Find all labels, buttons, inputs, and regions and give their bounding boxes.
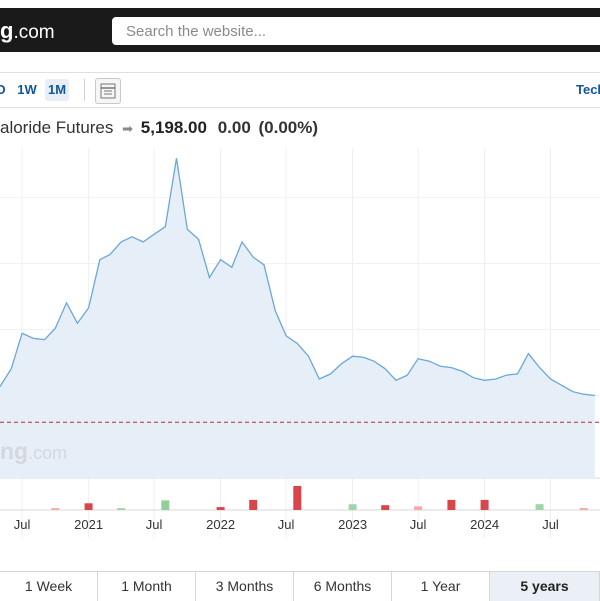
price-chart[interactable]: Jul 2021 Jul 2022 Jul 2023 Jul 2024 Jul (0, 148, 600, 568)
chart-toolbar: D 1W 1M Tech (0, 72, 600, 108)
volume-bar (51, 508, 60, 510)
series-area (0, 158, 595, 478)
timeframe-monthly-button[interactable]: 1M (45, 79, 69, 101)
quote-line: aloride Futures ➡ 5,198.00 0.00 (0.00%) (0, 117, 318, 139)
x-tick-label: Jul (146, 517, 163, 532)
x-tick-label: 2022 (206, 517, 235, 532)
volume-bar (161, 500, 170, 510)
chart-type-button[interactable] (95, 78, 121, 104)
last-price: 5,198.00 (140, 118, 207, 137)
search-box[interactable] (112, 17, 600, 45)
site-header: g.com (0, 0, 600, 60)
toolbar-divider (84, 79, 85, 101)
search-input[interactable] (112, 17, 596, 45)
volume-bar (84, 503, 93, 510)
volume-bar (348, 504, 357, 510)
range-button-1-week[interactable]: 1 Week (0, 572, 98, 601)
volume-bar (249, 499, 258, 510)
logo-suffix: .com (13, 22, 55, 43)
volume-bar (414, 506, 423, 510)
watermark-mark: ng (0, 438, 29, 464)
volume-bar (117, 508, 126, 510)
timeframe-daily-button[interactable]: D (0, 82, 6, 97)
series-line (0, 158, 595, 397)
site-logo[interactable]: g.com (0, 17, 55, 45)
volume-bar (480, 499, 489, 510)
watermark-suffix: .com (28, 443, 68, 463)
instrument-name: aloride Futures (0, 118, 114, 137)
volume-bar (381, 505, 390, 510)
range-button-1-month[interactable]: 1 Month (98, 572, 196, 601)
volume-bar (216, 507, 225, 510)
range-button-6-months[interactable]: 6 Months (294, 572, 392, 601)
x-tick-label: 2023 (338, 517, 367, 532)
timeframe-weekly-button[interactable]: 1W (17, 82, 37, 97)
range-button-5-years[interactable]: 5 years (490, 572, 600, 601)
range-button-1-year[interactable]: 1 Year (392, 572, 490, 601)
x-tick-label: Jul (14, 517, 31, 532)
right-arrow-icon: ➡ (122, 121, 134, 136)
logo-mark: g (0, 18, 14, 43)
price-change-percent: (0.00%) (258, 118, 319, 137)
price-change: 0.00 (217, 118, 251, 137)
volume-bar (535, 504, 544, 510)
technical-tab[interactable]: Tech (576, 82, 600, 97)
x-tick-label: Jul (278, 517, 295, 532)
volume-bar (579, 508, 588, 510)
chart-watermark: ng.com (0, 438, 67, 465)
x-tick-label: 2021 (74, 517, 103, 532)
range-button-3-months[interactable]: 3 Months (196, 572, 294, 601)
x-tick-label: 2024 (470, 517, 499, 532)
volume-bar (293, 486, 302, 510)
x-tick-label: Jul (542, 517, 559, 532)
range-selector: 1 Week 1 Month 3 Months 6 Months 1 Year 5 yea… (0, 571, 600, 601)
x-tick-label: Jul (410, 517, 427, 532)
volume-bar (447, 499, 456, 510)
candlestick-chart-icon (100, 83, 116, 99)
